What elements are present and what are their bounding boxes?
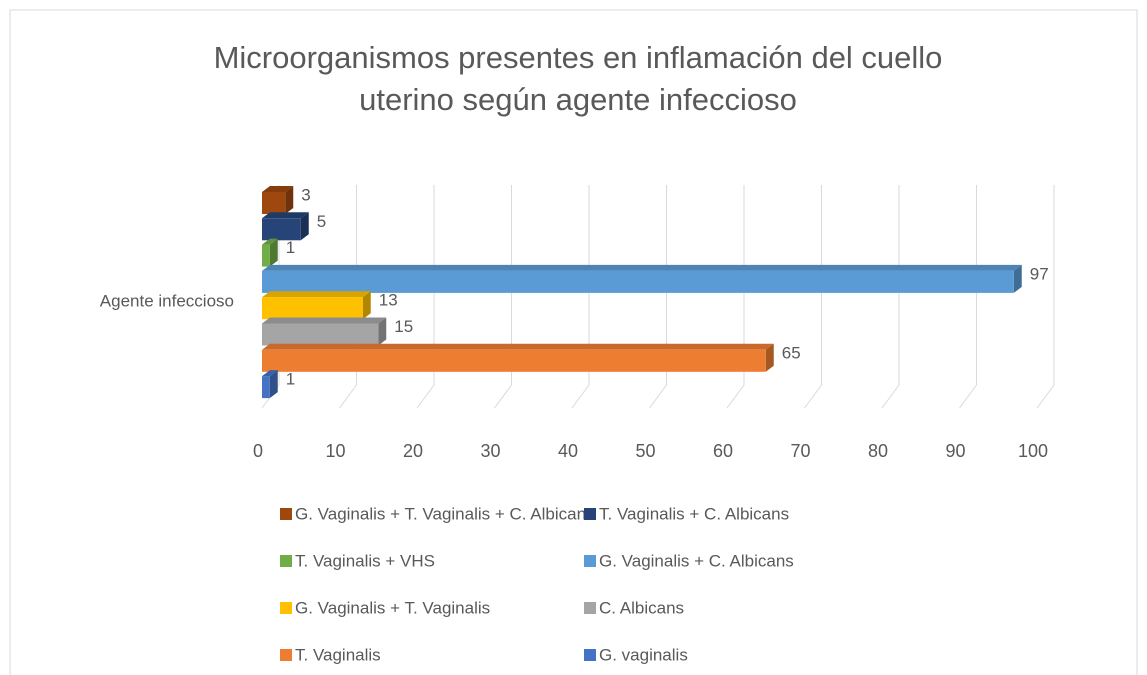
legend-label: C. Albicans <box>599 598 684 617</box>
bar <box>262 297 363 320</box>
data-label: 65 <box>782 343 801 362</box>
bar <box>262 270 1014 293</box>
bar-side <box>285 186 294 214</box>
bar-side <box>362 291 371 320</box>
bar-side <box>300 212 309 241</box>
bar <box>262 349 766 372</box>
legend-swatch <box>584 649 596 661</box>
x-tick-label: 70 <box>790 441 810 461</box>
grid-line <box>494 185 512 409</box>
data-label: 3 <box>301 185 310 204</box>
bar-side <box>269 238 278 267</box>
grid-line <box>649 185 667 409</box>
bar-top <box>262 212 309 219</box>
x-tick-label: 60 <box>713 441 733 461</box>
legend-label: T. Vaginalis <box>295 645 381 664</box>
chart-border <box>9 9 1138 675</box>
bar-top <box>262 370 278 377</box>
bar-side <box>765 343 774 372</box>
legend-label: G. vaginalis <box>599 645 688 664</box>
x-tick-label: 50 <box>635 441 655 461</box>
bar-side <box>269 370 278 399</box>
legend-label: T. Vaginalis + VHS <box>295 551 435 570</box>
bar-side <box>1013 264 1022 293</box>
legend-swatch <box>584 555 596 567</box>
x-tick-label: 30 <box>480 441 500 461</box>
x-tick-label: 40 <box>558 441 578 461</box>
bar <box>262 323 379 346</box>
legend-swatch <box>584 508 596 520</box>
data-label: 5 <box>317 212 326 231</box>
x-tick-label: 10 <box>325 441 345 461</box>
data-label: 1 <box>286 238 295 257</box>
legend-swatch <box>280 555 292 567</box>
grid-line <box>339 185 357 409</box>
grid-line <box>726 185 745 409</box>
chart-title: Microorganismos presentes en inflamación… <box>214 40 943 75</box>
bar-top <box>262 186 294 192</box>
data-label: 15 <box>394 317 413 336</box>
bar-top <box>262 343 774 350</box>
legend-label: G. Vaginalis + T. Vaginalis <box>295 598 490 617</box>
data-label: 97 <box>1030 264 1049 283</box>
x-tick-label: 80 <box>868 441 888 461</box>
bar <box>262 218 301 241</box>
grid-line <box>571 185 590 409</box>
bar-top <box>262 264 1022 271</box>
chart-title: uterino según agente infeccioso <box>359 82 797 117</box>
bar-top <box>262 317 387 324</box>
data-label: 1 <box>286 370 295 389</box>
category-label: Agente infeccioso <box>100 291 234 310</box>
x-tick-label: 90 <box>945 441 965 461</box>
bar-top <box>262 238 278 245</box>
bar <box>262 244 270 267</box>
x-tick-label: 100 <box>1018 441 1048 461</box>
grid-line <box>959 185 977 409</box>
legend-swatch <box>584 602 596 614</box>
data-label: 13 <box>379 291 398 310</box>
bar <box>262 376 270 399</box>
legend-swatch <box>280 508 292 520</box>
legend-label: G. Vaginalis + T. Vaginalis + C. Albican… <box>295 504 595 523</box>
grid-line <box>804 185 822 409</box>
grid-line <box>881 185 900 409</box>
legend-swatch <box>280 602 292 614</box>
grid-line <box>261 185 280 409</box>
legend-label: G. Vaginalis + C. Albicans <box>599 551 794 570</box>
legend-swatch <box>280 649 292 661</box>
bar <box>262 192 286 214</box>
grid-line <box>416 185 435 409</box>
bar-side <box>378 317 387 346</box>
bar-top <box>262 291 371 298</box>
x-tick-label: 0 <box>253 441 263 461</box>
grid-line <box>1036 185 1055 409</box>
legend-label: T. Vaginalis + C. Albicans <box>599 504 789 523</box>
x-tick-label: 20 <box>403 441 423 461</box>
